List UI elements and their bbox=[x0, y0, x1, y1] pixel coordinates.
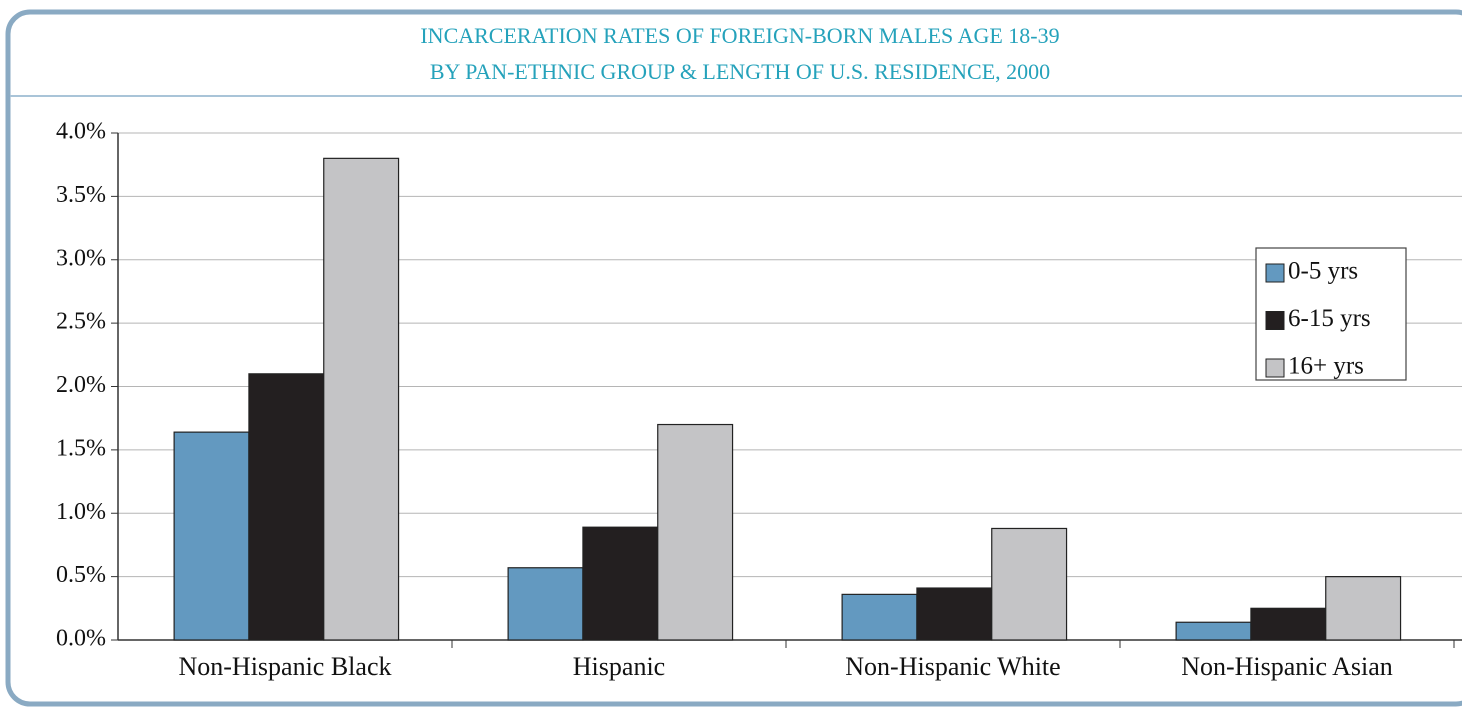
y-tick-label: 3.0% bbox=[56, 245, 106, 271]
x-tick-label: Non-Hispanic White bbox=[845, 652, 1060, 681]
bar bbox=[1325, 576, 1402, 641]
chart-title: INCARCERATION RATES OF FOREIGN-BORN MALE… bbox=[420, 23, 1059, 48]
y-tick-label: 0.5% bbox=[56, 562, 106, 588]
legend-swatch bbox=[1265, 263, 1285, 283]
bar bbox=[1250, 607, 1327, 641]
x-tick-label: Hispanic bbox=[573, 652, 665, 681]
bar bbox=[991, 527, 1068, 641]
bar bbox=[1175, 621, 1252, 641]
frame bbox=[5, 9, 1462, 707]
y-tick-label: 1.5% bbox=[56, 435, 106, 461]
legend-label: 16+ yrs bbox=[1288, 353, 1364, 380]
y-tick-label: 4.0% bbox=[56, 119, 106, 145]
x-tick-label: Non-Hispanic Asian bbox=[1181, 652, 1393, 681]
chart-subtitle: BY PAN-ETHNIC GROUP & LENGTH OF U.S. RES… bbox=[430, 59, 1050, 84]
legend-swatch bbox=[1265, 311, 1285, 330]
y-tick-label: 0.0% bbox=[56, 626, 106, 652]
bar bbox=[507, 567, 584, 641]
y-tick-label: 3.5% bbox=[56, 182, 106, 208]
y-tick-label: 1.0% bbox=[56, 499, 106, 525]
legend-label: 0-5 yrs bbox=[1288, 258, 1358, 285]
bar bbox=[582, 526, 659, 641]
legend-swatch bbox=[1265, 358, 1285, 378]
x-tick-label: Non-Hispanic Black bbox=[178, 652, 391, 681]
bar bbox=[323, 157, 400, 641]
bar bbox=[657, 423, 734, 641]
y-tick-label: 2.5% bbox=[56, 309, 106, 335]
bar bbox=[248, 373, 325, 641]
bar bbox=[173, 431, 250, 641]
y-tick-label: 2.0% bbox=[56, 372, 106, 398]
bar bbox=[841, 593, 918, 641]
legend-label: 6-15 yrs bbox=[1288, 305, 1371, 332]
bar bbox=[916, 587, 993, 641]
